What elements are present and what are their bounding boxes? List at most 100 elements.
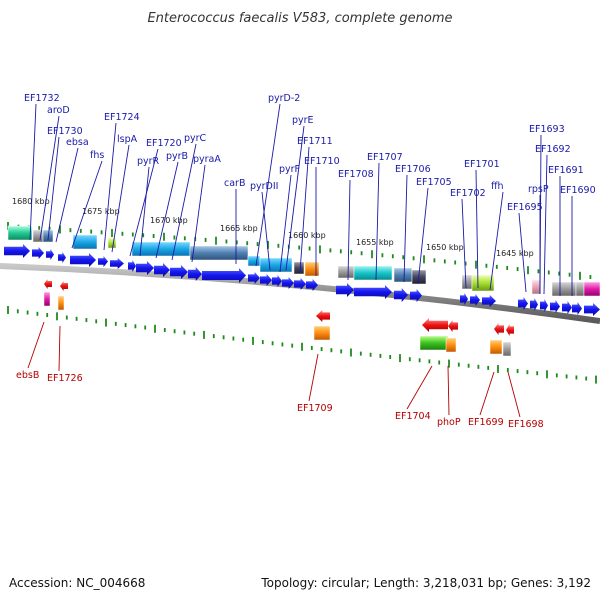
gene-label-ef1709[interactable]: EF1709: [297, 403, 333, 414]
ruler-tick-lower: [16, 309, 19, 314]
gene-label-ef1698[interactable]: EF1698: [508, 419, 544, 430]
gene-leader-line: [417, 187, 429, 285]
gene-arrow-plus: [518, 297, 528, 310]
gene-leader-line: [479, 371, 495, 416]
ruler-tick-lower: [271, 341, 274, 346]
ruler-tick-label: 1645 kbp: [496, 249, 534, 258]
gene-arrow-plus: [98, 256, 108, 267]
gene-arrow-plus: [32, 247, 44, 259]
gene-label-ef1726[interactable]: EF1726: [47, 373, 83, 384]
ruler-tick-lower: [320, 347, 323, 352]
ruler-layer: 1680 kbp 1675 kbp 1670 kbp 1665 kbp 1660 kbp…: [7, 197, 597, 384]
gene-label-ef1732[interactable]: EF1732: [24, 93, 60, 104]
ruler-tick: [59, 225, 61, 234]
ruler-tick-lower: [114, 321, 117, 326]
homology-block: [445, 337, 457, 353]
ruler-tick: [173, 235, 176, 240]
ruler-tick-lower: [506, 368, 509, 373]
gene-label-ef1720[interactable]: EF1720: [146, 138, 182, 149]
gene-arrow-plus: [460, 293, 468, 305]
ruler-tick: [391, 254, 394, 259]
homology-block: [337, 265, 355, 279]
gene-label-ef1710[interactable]: EF1710: [304, 156, 340, 167]
ruler-tick-lower: [242, 337, 245, 342]
gene-arrow-plus: [282, 277, 294, 289]
gene-label-ef1724[interactable]: EF1724: [104, 112, 140, 123]
ruler-tick: [100, 230, 103, 235]
gene-label-ef1730[interactable]: EF1730: [47, 126, 83, 137]
gene-label-ef1692[interactable]: EF1692: [535, 144, 571, 155]
ruler-tick-lower: [467, 363, 470, 368]
ruler-tick-lower: [56, 312, 58, 321]
ruler-tick-lower: [330, 348, 333, 353]
accession-text: Accession: NC_004668: [9, 576, 145, 590]
gene-label-pyrd-2[interactable]: pyrD-2: [268, 93, 300, 104]
gene-arrow-plus: [482, 295, 496, 307]
gene-label-ef1690[interactable]: EF1690: [560, 185, 596, 196]
ruler-tick-lower: [183, 330, 186, 335]
ruler-tick-lower: [105, 318, 107, 327]
ruler-tick: [547, 270, 550, 275]
gene-label-pyrdii[interactable]: pyrDII: [250, 181, 278, 192]
gene-arrow-plus: [260, 274, 272, 286]
gene-label-phop[interactable]: phoP: [437, 417, 461, 428]
gene-label-arod[interactable]: aroD: [47, 105, 70, 116]
gene-arrow-plus: [354, 285, 392, 299]
gene-label-ef1707[interactable]: EF1707: [367, 152, 403, 163]
ruler-tick: [235, 240, 238, 245]
gene-arrow-plus: [470, 294, 480, 306]
homology-block: [461, 274, 473, 290]
gene-label-lspa[interactable]: lspA: [117, 134, 138, 145]
ruler-tick-lower: [261, 340, 264, 345]
gene-label-ef1705[interactable]: EF1705: [416, 177, 452, 188]
gene-label-ef1701[interactable]: EF1701: [464, 159, 500, 170]
ruler-tick: [433, 258, 436, 263]
gene-label-ef1706[interactable]: EF1706: [395, 164, 431, 175]
gene-arrow-minus: [448, 320, 458, 332]
gene-label-ef1695[interactable]: EF1695: [507, 202, 543, 213]
ruler-tick: [204, 237, 207, 242]
gene-label-rpsp[interactable]: rpsP: [528, 184, 549, 195]
gene-arrow-plus: [70, 253, 96, 267]
ruler-tick-lower: [379, 353, 382, 358]
ruler-tick: [516, 267, 519, 272]
label-leaders: [27, 103, 573, 418]
ruler-tick: [402, 255, 405, 260]
gene-label-ebsa[interactable]: ebsa: [66, 137, 89, 148]
ruler-tick-lower: [46, 313, 49, 318]
gene-label-pyrr[interactable]: pyrR: [137, 156, 160, 167]
gene-arrow-plus: [188, 267, 202, 281]
gene-label-pyrc[interactable]: pyrC: [184, 133, 207, 144]
gene-label-fhs[interactable]: fhs: [90, 150, 104, 161]
gene-label-ef1708[interactable]: EF1708: [338, 169, 374, 180]
ruler-tick-lower: [340, 349, 343, 354]
gene-leader-line: [58, 325, 61, 372]
gene-leader-line: [543, 154, 548, 295]
ruler-tick: [277, 243, 280, 248]
gene-label-pyraa[interactable]: pyraA: [193, 154, 221, 165]
gene-leader-line: [518, 212, 527, 293]
gene-label-pyrf[interactable]: pyrF: [279, 164, 300, 175]
gene-label-carb[interactable]: carB: [224, 178, 245, 189]
gene-label-ebsb[interactable]: ebsB: [16, 370, 39, 381]
gene-label-pyre[interactable]: pyrE: [292, 115, 314, 126]
gene-label-ffh[interactable]: ffh: [491, 181, 504, 192]
ruler-tick-lower: [193, 331, 196, 336]
homology-block: [353, 265, 393, 281]
ruler-tick: [454, 260, 457, 265]
homology-block: [575, 281, 585, 297]
gene-label-ef1693[interactable]: EF1693: [529, 124, 565, 135]
gene-label-ef1711[interactable]: EF1711: [297, 136, 333, 147]
gene-label-ef1699[interactable]: EF1699: [468, 417, 504, 428]
gene-label-ef1704[interactable]: EF1704: [395, 411, 431, 422]
gene-leader-line: [347, 179, 351, 281]
homology-block: [189, 245, 249, 261]
ruler-tick: [329, 248, 332, 253]
gene-label-ef1691[interactable]: EF1691: [548, 165, 584, 176]
ruler-tick: [360, 251, 363, 256]
ruler-tick-lower: [154, 324, 156, 333]
gene-label-pyrb[interactable]: pyrB: [166, 151, 188, 162]
ruler-tick: [475, 260, 477, 269]
gene-label-ef1702[interactable]: EF1702: [450, 188, 486, 199]
gene-arrow-plus: [110, 258, 124, 269]
